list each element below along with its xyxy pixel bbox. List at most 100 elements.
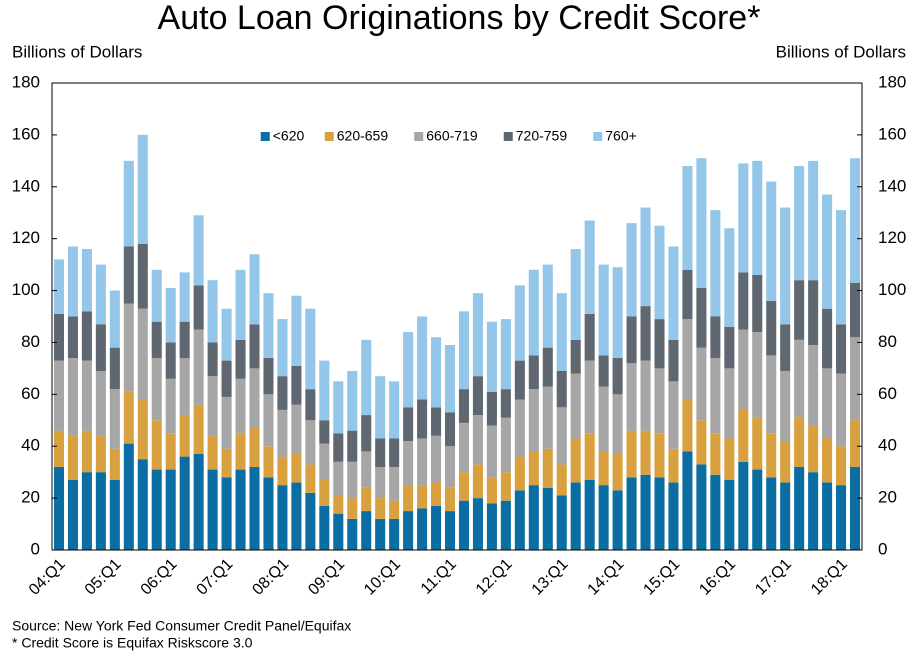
bar-segment	[528, 451, 539, 486]
bar-segment	[849, 158, 861, 283]
bar-segment	[766, 433, 777, 478]
bar-segment	[626, 223, 637, 317]
bar-segment	[724, 228, 735, 327]
y2-tick-label: 0	[878, 539, 887, 558]
bar-segment	[179, 321, 190, 359]
bar-segment	[249, 324, 260, 369]
bar-segment	[67, 435, 78, 480]
bar-segment	[403, 511, 414, 550]
bar-segment	[67, 479, 78, 550]
bar-segment	[654, 477, 665, 550]
bar-segment	[500, 500, 511, 550]
bar-segment	[808, 280, 819, 346]
bar-segment	[207, 435, 218, 470]
bar-segment	[123, 303, 134, 392]
bar-segment	[738, 163, 749, 273]
bar-segment	[836, 210, 847, 325]
bar-segment	[500, 319, 511, 390]
bar-segment	[738, 329, 749, 410]
footnote: * Credit Score is Equifax Riskscore 3.0	[12, 635, 253, 651]
bar-segment	[668, 246, 679, 340]
bar-segment	[724, 479, 735, 550]
bar-segment	[81, 472, 92, 550]
bar-segment	[249, 368, 260, 429]
bar-segment	[361, 339, 372, 416]
bar-segment	[808, 160, 819, 281]
bar-segment	[235, 433, 246, 470]
y-tick-label: 40	[21, 436, 40, 455]
legend-swatch	[260, 132, 270, 141]
bar-segment	[263, 358, 274, 395]
source-note: Source: New York Fed Consumer Credit Pan…	[12, 618, 351, 634]
bar-segment	[403, 441, 414, 486]
bar-segment	[808, 425, 819, 473]
bar-segment	[361, 415, 372, 452]
bar-segment	[849, 466, 861, 550]
y2-tick-label: 180	[878, 72, 906, 91]
bar-segment	[263, 446, 274, 478]
bar-segment	[486, 391, 497, 426]
bar-segment	[319, 479, 330, 506]
bar-segment	[808, 472, 819, 550]
bar-segment	[291, 454, 302, 483]
bar-segment	[738, 272, 749, 330]
bar-segment	[710, 210, 721, 317]
bar-segment	[682, 319, 693, 400]
y2-axis-label: Billions of Dollars	[776, 42, 906, 61]
bar-segment	[431, 505, 442, 550]
y2-tick-label: 140	[878, 176, 906, 195]
bar-segment	[291, 482, 302, 550]
bar-segment	[486, 503, 497, 550]
bar-segment	[822, 308, 833, 369]
bar-segment	[668, 448, 679, 483]
bar-segment	[836, 446, 847, 486]
bar-segment	[822, 194, 833, 309]
bar-segment	[766, 477, 777, 550]
y2-tick-label: 160	[878, 124, 906, 143]
bar-segment	[556, 370, 567, 408]
bar-segment	[849, 420, 861, 467]
bar-segment	[542, 264, 553, 348]
plot-frame	[51, 82, 863, 551]
bar-segment	[696, 420, 707, 465]
bar-segment	[542, 347, 553, 387]
bar-segment	[696, 464, 707, 550]
x-tick-label: 10:Q1	[361, 556, 404, 599]
bar-segment	[207, 342, 218, 377]
bar-segment	[319, 443, 330, 480]
bar-segment	[836, 324, 847, 374]
bar-segment	[444, 412, 456, 447]
bar-segment	[780, 324, 791, 371]
x-tick-label: 08:Q1	[249, 556, 292, 599]
bar-segment	[305, 389, 316, 421]
bar-segment	[179, 456, 190, 550]
bar-segment	[137, 308, 148, 400]
bar-segment	[780, 370, 791, 442]
x-tick-label: 15:Q1	[640, 556, 683, 599]
bar-segment	[193, 329, 204, 405]
bar-segment	[556, 293, 567, 371]
bar-segment	[109, 448, 120, 480]
bar-segment	[640, 474, 651, 550]
bar-segment	[375, 376, 386, 439]
bar-segment	[375, 518, 386, 550]
bar-segment	[612, 394, 623, 455]
bar-segment	[277, 485, 288, 550]
y2-tick-label: 20	[878, 488, 897, 507]
bar-segment	[389, 381, 400, 439]
bar-segment	[794, 280, 805, 340]
bar-segment	[696, 287, 707, 348]
bar-segment	[514, 399, 525, 457]
bar-segment	[67, 246, 78, 317]
bar-segment	[738, 409, 749, 462]
x-tick-label: 13:Q1	[529, 556, 572, 599]
bar-segment	[375, 438, 386, 467]
bar-segment	[277, 456, 288, 486]
bar-segment	[500, 389, 511, 418]
bar-segment	[179, 358, 190, 416]
bar-segment	[472, 293, 483, 377]
bar-segment	[151, 420, 162, 470]
x-tick-label: 16:Q1	[696, 556, 739, 599]
bar-segment	[710, 474, 721, 550]
